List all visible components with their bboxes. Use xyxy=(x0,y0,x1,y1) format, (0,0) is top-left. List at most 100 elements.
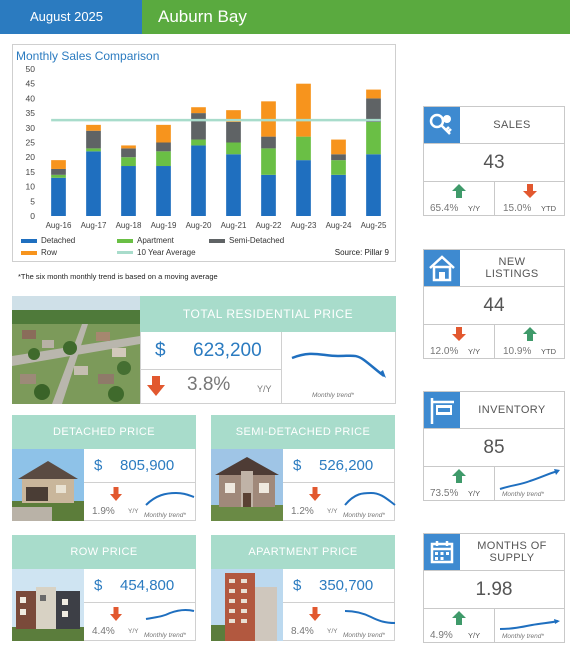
legend-ten-year-average: 10 Year Average xyxy=(117,248,196,257)
bar-segment-detached xyxy=(121,166,136,216)
total-trend-box: Monthly trend* xyxy=(282,332,396,404)
y-tick-label: 25 xyxy=(26,138,36,148)
semi-detached-house-photo xyxy=(211,449,283,521)
bar-segment-apartment xyxy=(86,148,101,152)
legend-apartment: Apartment xyxy=(117,236,174,245)
bar-segment-semi-detached xyxy=(261,136,276,149)
sales-ytd-tag: YTD xyxy=(541,204,556,213)
x-tick-label: Aug-20 xyxy=(186,221,212,230)
x-tick-label: Aug-22 xyxy=(256,221,282,230)
neighbourhood-aerial-photo xyxy=(12,296,140,404)
down-arrow-icon xyxy=(147,376,165,396)
new-listings-yy: 12.0% Y/Y xyxy=(424,325,495,358)
new-listings-ytd-tag: YTD xyxy=(541,347,556,356)
sales-yy-change: 65.4% xyxy=(430,203,459,214)
detached-change-pct: 1.9% xyxy=(92,506,115,517)
new-listings-ytd: 10.9% YTD xyxy=(495,325,566,358)
bar-segment-detached xyxy=(51,177,66,216)
sales-yy: 65.4% Y/Y xyxy=(424,182,495,215)
chart-svg: 0 5 10 15 20 25 30 35 40 45 50 Aug-16 Aug-17 Aug-18 Au… xyxy=(26,64,387,230)
trend-line xyxy=(145,491,195,506)
trend-line xyxy=(344,491,396,506)
sales-label: SALES xyxy=(493,119,531,131)
trend-line xyxy=(499,469,560,490)
dollar-sign: $ xyxy=(293,577,302,594)
x-tick-label: Aug-21 xyxy=(221,221,247,230)
up-arrow-icon xyxy=(452,611,466,625)
detached-change-box: 1.9% Y/Y Monthly trend* xyxy=(84,483,196,521)
bar-segment-apartment xyxy=(121,157,136,167)
x-tick-label: Aug-16 xyxy=(46,221,72,230)
months-supply-yy-change: 4.9% xyxy=(430,630,453,641)
bar-segment-semi-detached xyxy=(121,148,136,158)
new-listings-yy-tag: Y/Y xyxy=(468,347,481,356)
bar-segment-row xyxy=(121,145,136,149)
sales-yy-tag: Y/Y xyxy=(468,204,481,213)
y-tick-label: 10 xyxy=(26,182,36,192)
keys-icon xyxy=(424,107,460,143)
trend-label: Monthly trend* xyxy=(144,632,186,639)
inventory-label: INVENTORY xyxy=(478,404,546,416)
bar-segment-row xyxy=(51,160,66,169)
trend-line xyxy=(145,608,195,620)
row-price-box: $ 454,800 xyxy=(84,569,196,603)
bar-segment-row xyxy=(156,124,171,143)
bar-segment-apartment xyxy=(261,148,276,175)
total-residential-price-title: TOTAL RESIDENTIAL PRICE xyxy=(140,296,396,332)
sales-kpi-header: SALES xyxy=(423,106,565,144)
trend-label: Monthly trend* xyxy=(343,632,385,639)
new-listings-kpi-header: NEW LISTINGS xyxy=(423,249,565,287)
y-tick-label: 35 xyxy=(26,108,36,118)
total-price-box: $ 623,200 xyxy=(140,332,282,370)
bar-segment-apartment xyxy=(51,174,66,178)
bar-segment-semi-detached xyxy=(156,142,171,152)
apartment-change-period: Y/Y xyxy=(327,628,338,635)
down-arrow-icon xyxy=(110,607,122,621)
detached-price-title: DETACHED PRICE xyxy=(12,415,196,449)
dollar-sign: $ xyxy=(293,457,302,474)
apartment-price-box: $ 350,700 xyxy=(283,569,395,603)
y-tick-label: 45 xyxy=(26,79,36,89)
for-sale-sign-icon xyxy=(424,392,460,428)
inventory-yy-tag: Y/Y xyxy=(468,489,481,498)
sales-value: 43 xyxy=(423,144,565,182)
y-tick-label: 50 xyxy=(26,64,36,74)
semi-detached-change-period: Y/Y xyxy=(327,508,338,515)
inventory-value: 85 xyxy=(423,429,565,467)
down-arrow-icon xyxy=(523,184,537,198)
inventory-yy-change: 73.5% xyxy=(430,488,459,499)
y-tick-label: 20 xyxy=(26,152,36,162)
apartment-change-box: 8.4% Y/Y Monthly trend* xyxy=(283,603,396,641)
new-listings-changes: 12.0% Y/Y 10.9% YTD xyxy=(423,325,565,359)
bar-segment-semi-detached xyxy=(86,130,101,149)
bar-segment-semi-detached xyxy=(331,154,346,161)
legend-detached: Detached xyxy=(21,236,75,245)
new-listings-ytd-change: 10.9% xyxy=(503,346,532,357)
trend-label: Monthly trend* xyxy=(502,633,544,640)
months-supply-kpi-header: MONTHS OF SUPPLY xyxy=(423,533,565,571)
y-tick-label: 0 xyxy=(30,211,35,221)
bar-segment-semi-detached xyxy=(366,98,381,122)
row-house-photo xyxy=(12,569,84,641)
semi-detached-price-title: SEMI-DETACHED PRICE xyxy=(211,415,395,449)
months-supply-label: MONTHS OF SUPPLY xyxy=(477,540,547,564)
footnote: *The six month monthly trend is based on… xyxy=(18,272,218,281)
row-change-pct: 4.4% xyxy=(92,626,115,637)
trend-label: Monthly trend* xyxy=(144,512,186,519)
y-tick-label: 15 xyxy=(26,167,36,177)
up-arrow-icon xyxy=(523,327,537,341)
trend-label: Monthly trend* xyxy=(312,392,354,399)
x-tick-label: Aug-23 xyxy=(291,221,317,230)
dollar-sign: $ xyxy=(94,577,103,594)
months-supply-yy-tag: Y/Y xyxy=(468,631,481,640)
bar-segment-apartment xyxy=(191,139,206,146)
inventory-kpi-header: INVENTORY xyxy=(423,391,565,429)
new-listings-value: 44 xyxy=(423,287,565,325)
sales-changes: 65.4% Y/Y 15.0% YTD xyxy=(423,182,565,216)
bar-segment-detached xyxy=(261,174,276,216)
bar-segment-detached xyxy=(331,174,346,216)
trend-label: Monthly trend* xyxy=(502,491,544,498)
bar-segment-apartment xyxy=(296,136,311,161)
total-change-pct: 3.8% xyxy=(187,374,231,395)
y-tick-label: 30 xyxy=(26,123,36,133)
